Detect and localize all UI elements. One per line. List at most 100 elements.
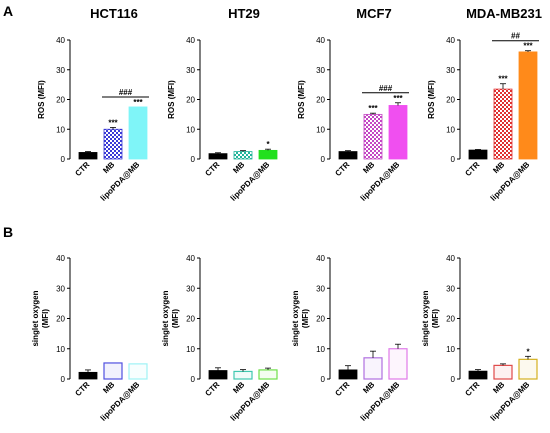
y-tick-label: 30 [56,66,65,75]
bar-lipopda-mb [518,51,538,160]
bracket-label: ## [511,32,520,41]
y-tick-label: 30 [316,284,325,293]
category-label: MB [231,160,246,175]
bar-mb [493,364,513,380]
significance-marker: *** [523,42,533,51]
bracket-label: ### [379,84,393,93]
y-tick-label: 40 [316,36,325,45]
y-tick-label: 40 [446,254,455,263]
bar-ctr [208,153,228,160]
y-tick-label: 40 [186,254,195,263]
bar-mb [233,370,253,380]
y-tick-label: 10 [316,125,325,134]
y-axis-label: singlet oxygen(MFI) [421,290,440,346]
bar-mb [493,88,513,160]
chart-title: MCF7 [356,6,391,21]
y-tick-label: 0 [61,375,66,384]
significance-marker: * [526,347,530,356]
y-tick-label: 30 [56,284,65,293]
bar-mb [103,362,123,380]
significance-marker: *** [393,94,403,103]
category-label: CTR [463,380,481,398]
category-label: MB [361,380,376,395]
y-tick-label: 40 [56,254,65,263]
y-tick-label: 20 [316,96,325,105]
bar-ctr [78,371,98,380]
bar-ctr [468,149,488,160]
category-label: MB [491,380,506,395]
y-tick-label: 10 [316,345,325,354]
y-tick-label: 30 [446,66,455,75]
y-tick-label: 30 [316,66,325,75]
y-tick-label: 20 [186,315,195,324]
y-tick-label: 10 [446,345,455,354]
y-tick-label: 0 [451,375,456,384]
bar-ctr [208,370,228,380]
y-axis-label: singlet oxygen(MFI) [161,290,180,346]
category-label: MB [491,160,506,175]
category-label: MB [361,160,376,175]
bar-mb [233,151,253,160]
y-axis-label: ROS (MFI) [297,80,306,119]
category-label: MB [101,380,116,395]
bar-lipopda-mb [128,363,148,380]
significance-marker: *** [133,98,143,107]
y-tick-label: 30 [186,66,195,75]
chart-title: HCT116 [90,6,138,21]
significance-marker: *** [498,75,508,84]
y-tick-label: 40 [56,36,65,45]
y-tick-label: 0 [451,155,456,164]
y-tick-label: 10 [446,125,455,134]
category-label: CTR [203,160,221,178]
y-axis-label: ROS (MFI) [167,80,176,119]
bar-lipopda-mb [388,348,408,380]
chart-title: HT29 [228,6,260,21]
category-label: CTR [463,160,481,178]
y-tick-label: 0 [321,155,326,164]
y-tick-label: 40 [446,36,455,45]
bar-ctr [338,369,358,380]
y-tick-label: 10 [186,345,195,354]
bar-ctr [468,370,488,380]
bar-ctr [78,152,98,160]
panel-b-label: B [3,224,13,240]
y-axis-label: singlet oxygen(MFI) [291,290,310,346]
y-tick-label: 0 [191,375,196,384]
y-tick-label: 30 [186,284,195,293]
significance-marker: *** [368,104,378,113]
y-axis-label: ROS (MFI) [427,80,436,119]
y-tick-label: 20 [56,315,65,324]
category-label: MB [231,380,246,395]
y-tick-label: 10 [56,345,65,354]
category-label: CTR [333,160,351,178]
y-tick-label: 0 [321,375,326,384]
category-label: CTR [73,380,91,398]
y-tick-label: 0 [191,155,196,164]
significance-marker: * [266,140,270,149]
y-tick-label: 10 [56,125,65,134]
bar-lipopda-mb [128,106,148,160]
y-tick-label: 20 [446,315,455,324]
y-tick-label: 20 [446,96,455,105]
y-tick-label: 20 [56,96,65,105]
y-tick-label: 0 [61,155,66,164]
panel-a-label: A [3,3,13,19]
category-label: CTR [333,380,351,398]
chart-title: MDA-MB231 [466,6,542,21]
y-tick-label: 40 [316,254,325,263]
bar-lipopda-mb [518,358,538,380]
y-axis-label: singlet oxygen(MFI) [31,290,50,346]
y-tick-label: 20 [186,96,195,105]
bar-lipopda-mb [258,149,278,160]
bar-mb [363,357,383,380]
bar-lipopda-mb [388,105,408,160]
